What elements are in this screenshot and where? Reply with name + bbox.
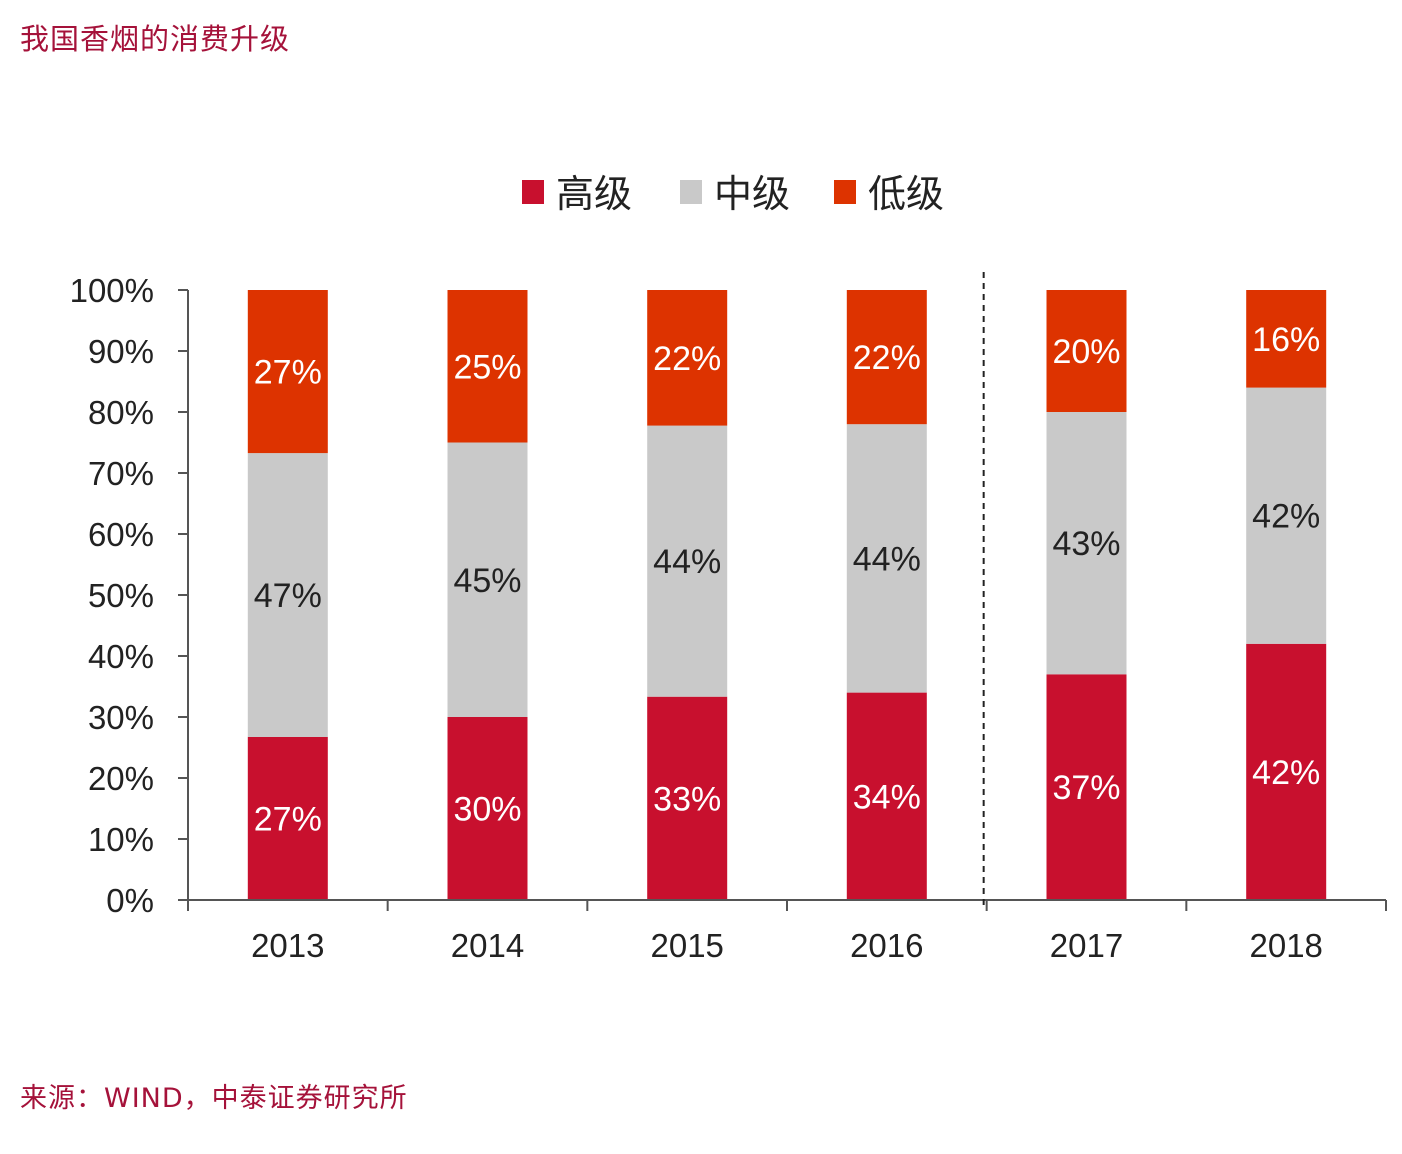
y-tick-label-5: 50% bbox=[88, 577, 154, 614]
y-axis: 0% 10% 20% 30% 40% 50% 60% 70% 80% 90% 100% bbox=[70, 272, 189, 919]
data-label-2015-0: 33% bbox=[653, 780, 721, 818]
data-label-2014-2: 25% bbox=[453, 348, 521, 386]
data-label-2018-2: 16% bbox=[1252, 321, 1320, 359]
legend-swatch-2 bbox=[834, 180, 856, 204]
legend-label-2: 低级 bbox=[868, 172, 944, 216]
legend-label-0: 高级 bbox=[556, 172, 632, 216]
bar-segment-2016-1 bbox=[846, 424, 927, 693]
bar-segment-2014-1 bbox=[447, 442, 528, 717]
bar-segment-2016-0 bbox=[846, 692, 927, 900]
data-label-2013-2: 27% bbox=[254, 354, 322, 392]
data-label-2017-0: 37% bbox=[1052, 769, 1120, 807]
data-label-2013-0: 27% bbox=[254, 801, 322, 839]
bar-segment-2013-1 bbox=[247, 453, 328, 737]
bar-segment-2017-1 bbox=[1046, 412, 1127, 675]
y-tick-label-9: 90% bbox=[88, 333, 154, 370]
data-label-2016-2: 22% bbox=[853, 339, 921, 377]
page-title: 我国香烟的消费升级 bbox=[20, 22, 291, 56]
data-label-2018-0: 42% bbox=[1252, 754, 1320, 792]
x-tick-label-2015: 2015 bbox=[650, 927, 723, 964]
bar-segment-2013-0 bbox=[247, 736, 328, 900]
x-tick-label-2014: 2014 bbox=[451, 927, 524, 964]
bar-segment-2018-0 bbox=[1246, 643, 1327, 900]
bar-labels: 27% 47% 27% 30% 45% 25% 33% 44% 22% 34% 44% 22% 37% 4… bbox=[254, 321, 1320, 839]
legend-swatch-0 bbox=[522, 180, 544, 204]
data-label-2015-2: 22% bbox=[653, 340, 721, 378]
y-tick-label-4: 40% bbox=[88, 638, 154, 675]
bar-segment-2015-0 bbox=[647, 696, 728, 900]
bar-segment-2015-2 bbox=[647, 290, 728, 426]
data-label-2017-2: 20% bbox=[1052, 333, 1120, 371]
bar-segment-2017-0 bbox=[1046, 674, 1127, 900]
y-tick-label-1: 10% bbox=[88, 821, 154, 858]
chart-bars bbox=[247, 290, 1327, 900]
chart-legend: 高级 中级 低级 bbox=[522, 172, 944, 216]
bar-segment-2016-2 bbox=[846, 290, 927, 425]
bar-segment-2014-2 bbox=[447, 290, 528, 443]
data-label-2016-0: 34% bbox=[853, 778, 921, 816]
y-tick-label-3: 30% bbox=[88, 699, 154, 736]
data-label-2015-1: 44% bbox=[653, 543, 721, 581]
y-tick-label-0: 0% bbox=[106, 882, 154, 919]
legend-label-1: 中级 bbox=[714, 172, 790, 216]
bar-segment-2018-2 bbox=[1246, 290, 1327, 388]
y-tick-label-10: 100% bbox=[70, 272, 154, 309]
y-tick-label-6: 60% bbox=[88, 516, 154, 553]
x-tick-label-2018: 2018 bbox=[1249, 927, 1322, 964]
data-label-2016-1: 44% bbox=[853, 540, 921, 578]
data-label-2017-1: 43% bbox=[1052, 525, 1120, 563]
data-label-2018-1: 42% bbox=[1252, 498, 1320, 536]
data-label-2014-0: 30% bbox=[453, 791, 521, 829]
bar-segment-2018-1 bbox=[1246, 387, 1327, 644]
source-note: 来源：WIND，中泰证券研究所 bbox=[20, 1083, 408, 1114]
x-tick-label-2013: 2013 bbox=[251, 927, 324, 964]
y-tick-label-7: 70% bbox=[88, 455, 154, 492]
data-label-2013-1: 47% bbox=[254, 577, 322, 615]
x-axis: 2013 2014 2015 2016 2017 2018 bbox=[187, 272, 1387, 964]
data-label-2014-1: 45% bbox=[453, 562, 521, 600]
y-tick-label-2: 20% bbox=[88, 760, 154, 797]
bar-segment-2017-2 bbox=[1046, 290, 1127, 412]
bar-segment-2015-1 bbox=[647, 425, 728, 697]
x-tick-label-2016: 2016 bbox=[850, 927, 923, 964]
y-tick-label-8: 80% bbox=[88, 394, 154, 431]
bar-segment-2014-0 bbox=[447, 717, 528, 900]
legend-swatch-1 bbox=[680, 180, 702, 204]
bar-segment-2013-2 bbox=[247, 290, 328, 454]
x-tick-label-2017: 2017 bbox=[1050, 927, 1123, 964]
